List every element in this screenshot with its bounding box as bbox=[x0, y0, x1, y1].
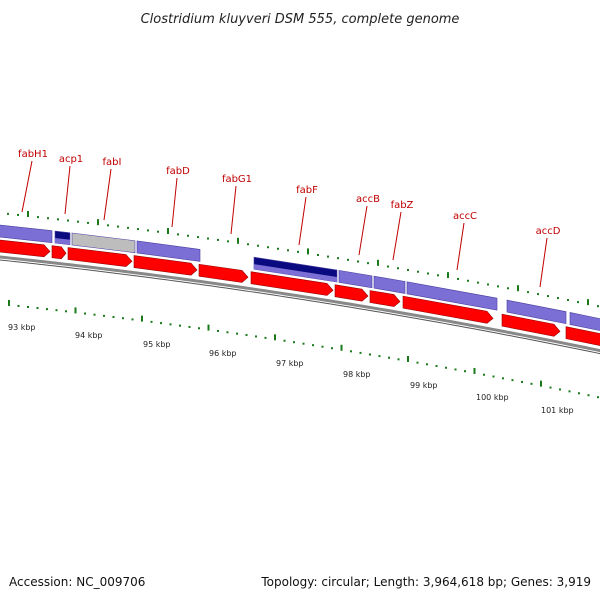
feature-block-underlay bbox=[55, 238, 70, 245]
forward-gene-arrow bbox=[0, 239, 51, 258]
scale-label: 94 kbp bbox=[75, 331, 103, 340]
forward-gene-arrow bbox=[565, 326, 600, 346]
scale-label: 95 kbp bbox=[143, 340, 171, 349]
forward-gene-arrow bbox=[501, 313, 561, 337]
gene-label-fabZ: fabZ bbox=[391, 200, 414, 211]
scale-label: 100 kbp bbox=[476, 393, 509, 402]
forward-gene-track bbox=[0, 239, 600, 346]
gene-leader-line bbox=[358, 205, 368, 256]
gene-label-accC: accC bbox=[453, 211, 477, 222]
gene-label-accD: accD bbox=[536, 226, 561, 237]
accession-text: Accession: NC_009706 bbox=[9, 575, 145, 589]
gene-label-fabG1: fabG1 bbox=[222, 174, 252, 185]
genome-backbone bbox=[0, 255, 600, 355]
forward-gene-arrow bbox=[250, 271, 334, 296]
forward-gene-arrow bbox=[334, 284, 369, 302]
forward-gene-arrow bbox=[67, 247, 133, 267]
scale-label: 97 kbp bbox=[276, 359, 304, 368]
genome-summary-text: Topology: circular; Length: 3,964,618 bp… bbox=[260, 575, 591, 589]
gene-leader-line bbox=[392, 211, 402, 261]
forward-gene-arrow bbox=[369, 290, 401, 307]
forward-gene-arrow bbox=[402, 295, 494, 324]
feature-block bbox=[338, 270, 373, 289]
feature-block-underlay bbox=[254, 264, 337, 283]
feature-track bbox=[0, 224, 600, 331]
scale-label: 93 kbp bbox=[8, 323, 36, 332]
scale-track: 93 kbp 94 kbp 95 kbp 96 kbp 97 kbp 98 kbp 99 k… bbox=[8, 299, 599, 415]
gene-label-accB: accB bbox=[356, 194, 380, 205]
gene-leader-line bbox=[103, 168, 112, 221]
forward-gene-arrow bbox=[51, 245, 67, 260]
outer-tick-track bbox=[7, 211, 599, 308]
forward-gene-arrow bbox=[198, 263, 249, 283]
gene-label-fabH1: fabH1 bbox=[18, 149, 48, 160]
feature-block bbox=[406, 281, 498, 311]
gene-leader-line bbox=[298, 196, 307, 246]
gene-leader-line bbox=[171, 177, 178, 228]
gene-leader-line bbox=[21, 160, 33, 213]
gene-leader-line bbox=[539, 237, 548, 288]
feature-block bbox=[506, 299, 567, 325]
backbone-line-inner bbox=[0, 259, 600, 355]
gene-label-fabF: fabF bbox=[296, 185, 318, 196]
forward-gene-arrow bbox=[133, 255, 198, 276]
gene-label-fabD: fabD bbox=[166, 166, 190, 177]
gene-label-acp1: acp1 bbox=[59, 154, 83, 165]
map-title: Clostridium kluyveri DSM 555, complete g… bbox=[141, 12, 460, 27]
feature-block bbox=[569, 312, 600, 331]
feature-block bbox=[0, 224, 53, 244]
backbone-line bbox=[0, 255, 600, 353]
feature-block bbox=[71, 232, 136, 254]
gene-leader-line bbox=[230, 185, 237, 235]
scale-label: 96 kbp bbox=[209, 349, 237, 358]
gene-leader-line bbox=[64, 165, 71, 215]
feature-block bbox=[136, 240, 201, 262]
scale-label: 101 kbp bbox=[541, 406, 574, 415]
gene-labels: fabH1 acp1 fabI fabD fabG1 fabF accB fabZ accC ac… bbox=[18, 149, 561, 288]
feature-block bbox=[373, 275, 406, 294]
gene-label-fabI: fabI bbox=[103, 157, 122, 168]
scale-label: 99 kbp bbox=[410, 381, 438, 390]
gene-leader-line bbox=[456, 222, 465, 271]
scale-label: 98 kbp bbox=[343, 370, 371, 379]
